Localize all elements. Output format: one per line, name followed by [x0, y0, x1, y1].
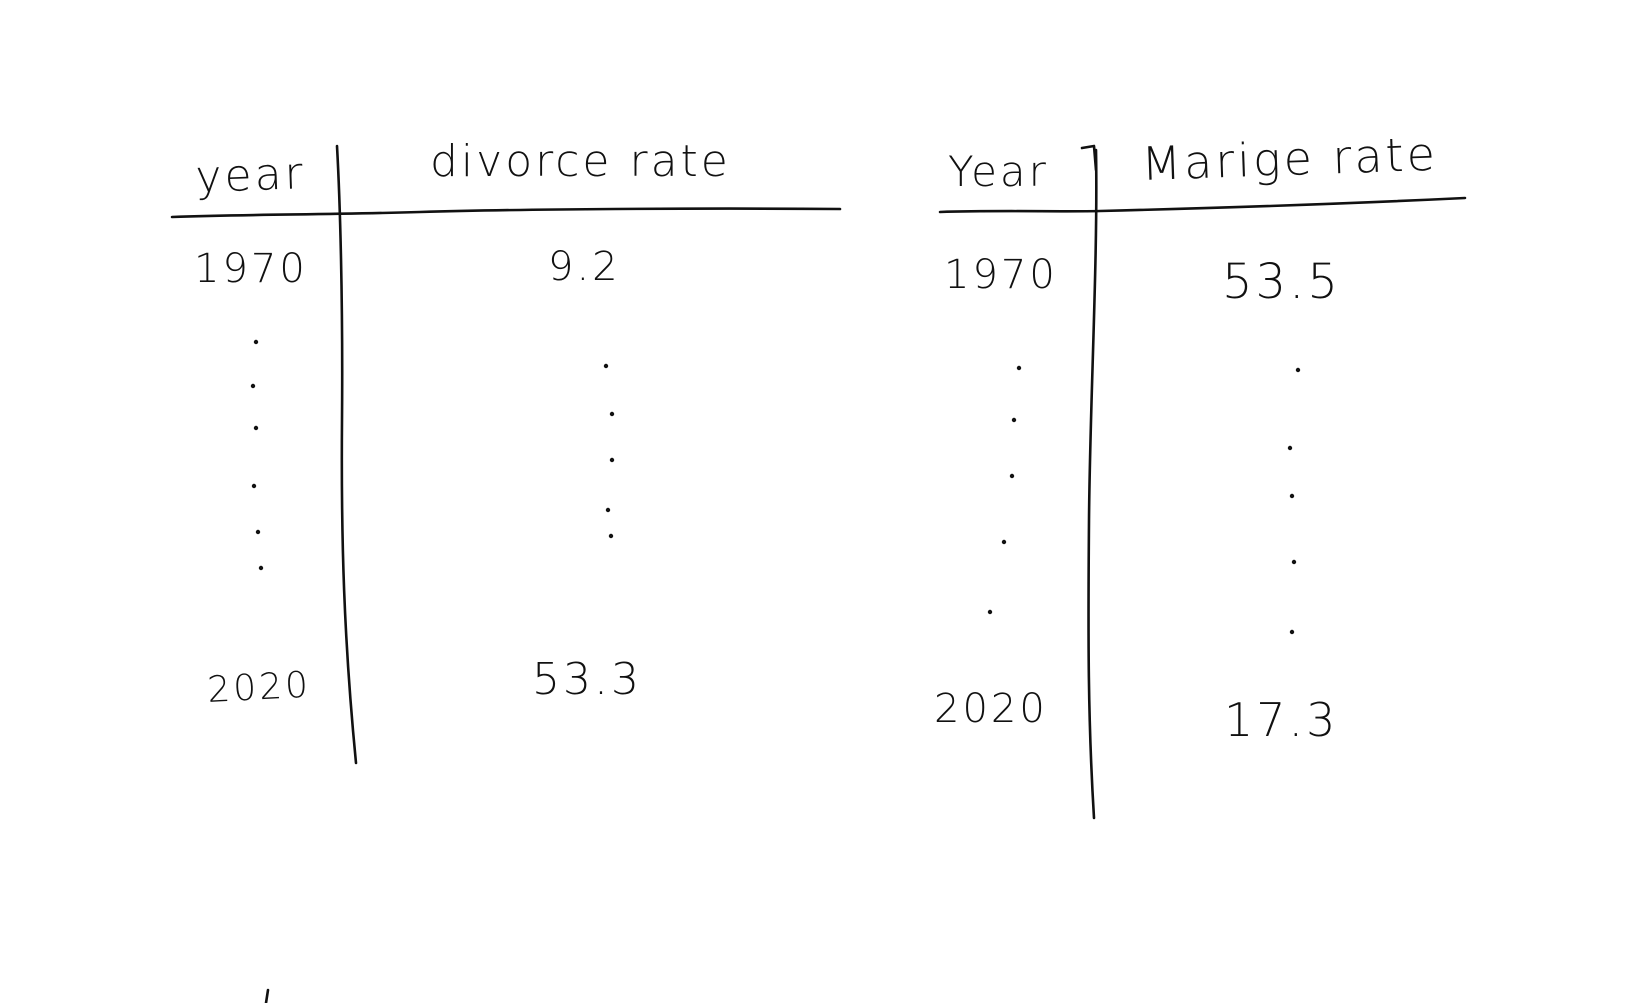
- divorce-table-header-rate: divorce rate: [430, 136, 731, 187]
- divorce-table-column-divider: [335, 144, 358, 765]
- divorce-table-header-rule: [170, 207, 842, 219]
- marriage-table-row-1970-year: 1970: [944, 252, 1058, 298]
- marriage-table-row-2020-value: 17.3: [1224, 693, 1338, 747]
- marriage-table-header-rule: [938, 196, 1467, 214]
- marriage-table-header-year: Year: [948, 147, 1049, 196]
- marriage-table: Year Marige rate 1970 53.5 2020 17.3: [934, 127, 1467, 820]
- marriage-table-rate-ellipsis: [1287, 367, 1301, 635]
- divorce-table-row-1970-year: 1970: [194, 246, 308, 292]
- divorce-table-row-2020-year: 2020: [206, 665, 312, 711]
- marriage-table-column-divider: [1087, 148, 1098, 820]
- divorce-table-row-2020-value: 53.3: [532, 654, 642, 705]
- marriage-table-header-rate: Marige rate: [1140, 127, 1438, 191]
- divorce-table-row-1970-value: 9.2: [548, 244, 621, 290]
- stray-pen-mark: [264, 988, 270, 1003]
- divorce-table-rate-ellipsis: [603, 363, 615, 539]
- marriage-table-row-2020-year: 2020: [934, 686, 1048, 732]
- divorce-table-year-ellipsis: [250, 339, 264, 571]
- marriage-table-row-1970-value: 53.5: [1222, 254, 1341, 310]
- divorce-table-header-year: year: [195, 148, 307, 203]
- marriage-table-year-ellipsis: [987, 365, 1022, 615]
- divorce-table: year divorce rate 1970 9.2 2020 53.3: [170, 136, 842, 765]
- marriage-table-bracket-mark: [1080, 144, 1098, 172]
